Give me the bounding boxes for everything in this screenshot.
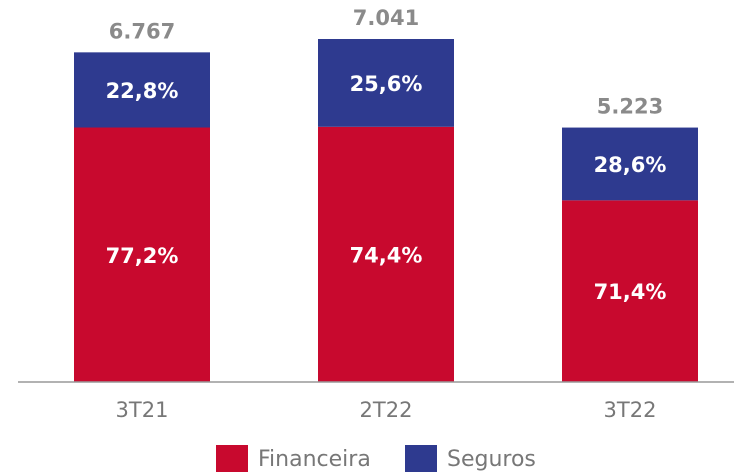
total-label: 6.767	[109, 19, 175, 43]
legend-swatch	[216, 445, 248, 472]
bar-segment	[74, 52, 210, 128]
legend-label: Financeira	[258, 447, 371, 472]
x-tick-label: 3T22	[604, 398, 657, 422]
legend-swatch	[405, 445, 437, 472]
total-label: 7.041	[353, 6, 419, 30]
total-label: 5.223	[597, 95, 663, 119]
segment-label: 74,4%	[350, 243, 423, 267]
bar-segment	[318, 126, 454, 382]
bar-segment	[562, 200, 698, 382]
segment-label: 77,2%	[106, 244, 179, 268]
x-tick-label: 2T22	[360, 398, 413, 422]
bar-segment	[318, 39, 454, 127]
segment-label: 22,8%	[106, 79, 179, 103]
legend-label: Seguros	[447, 447, 536, 472]
segment-label: 25,6%	[350, 72, 423, 96]
bar-segment	[562, 127, 698, 201]
bar-segment	[74, 127, 210, 382]
segment-label: 71,4%	[594, 280, 667, 304]
segment-label: 28,6%	[594, 153, 667, 177]
x-tick-label: 3T21	[116, 398, 169, 422]
